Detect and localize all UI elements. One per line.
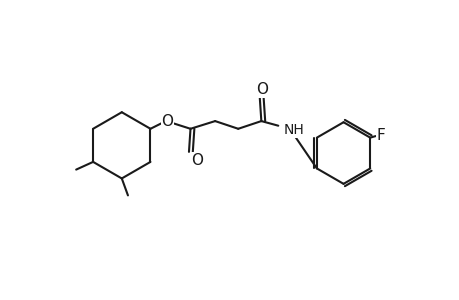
Text: NH: NH — [283, 123, 304, 137]
Text: O: O — [191, 153, 203, 168]
Text: F: F — [376, 128, 385, 143]
Text: O: O — [161, 114, 173, 129]
Text: O: O — [256, 82, 268, 97]
